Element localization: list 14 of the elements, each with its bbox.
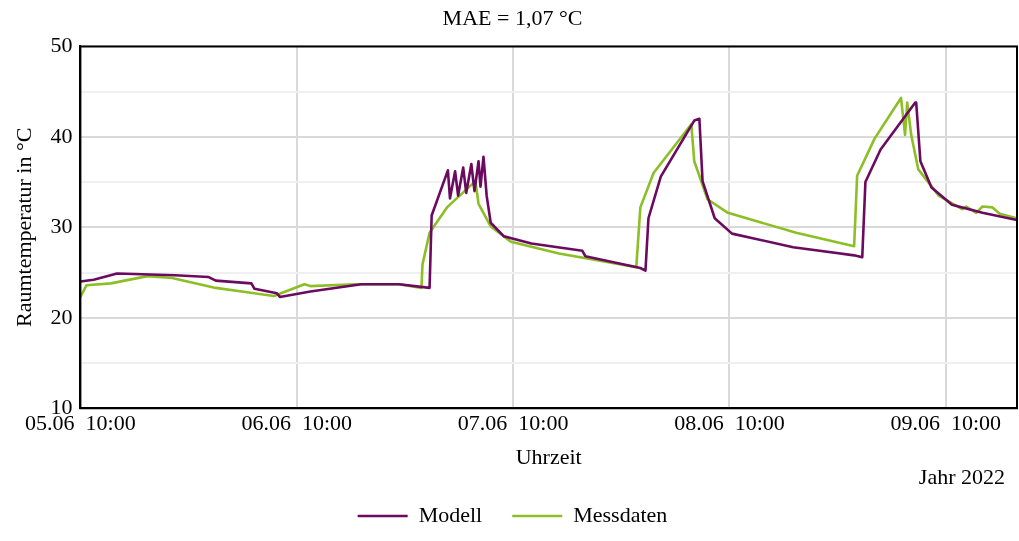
x-tick-label: 08.06 10:00 — [674, 410, 785, 436]
text: Jahr 2022 — [918, 464, 1005, 490]
y-axis-title: Raumtemperatur in °C — [10, 127, 36, 328]
x-axis-title: Uhrzeit — [515, 443, 582, 469]
y-tick-label: 20 — [50, 303, 73, 329]
x-tick-label: 07.06 10:00 — [457, 410, 569, 436]
legend-label: Messdaten — [573, 501, 668, 527]
x-tick-label: 09.06 10:00 — [890, 410, 1002, 436]
y-tick-label: 40 — [50, 122, 73, 148]
x-tick-label: 06.06 10:00 — [241, 410, 353, 436]
chart-title: MAE = 1,07 °C — [442, 4, 583, 30]
y-tick-label: 50 — [50, 32, 73, 58]
legend-label: Modell — [418, 501, 483, 527]
y-tick-label: 30 — [50, 213, 73, 239]
